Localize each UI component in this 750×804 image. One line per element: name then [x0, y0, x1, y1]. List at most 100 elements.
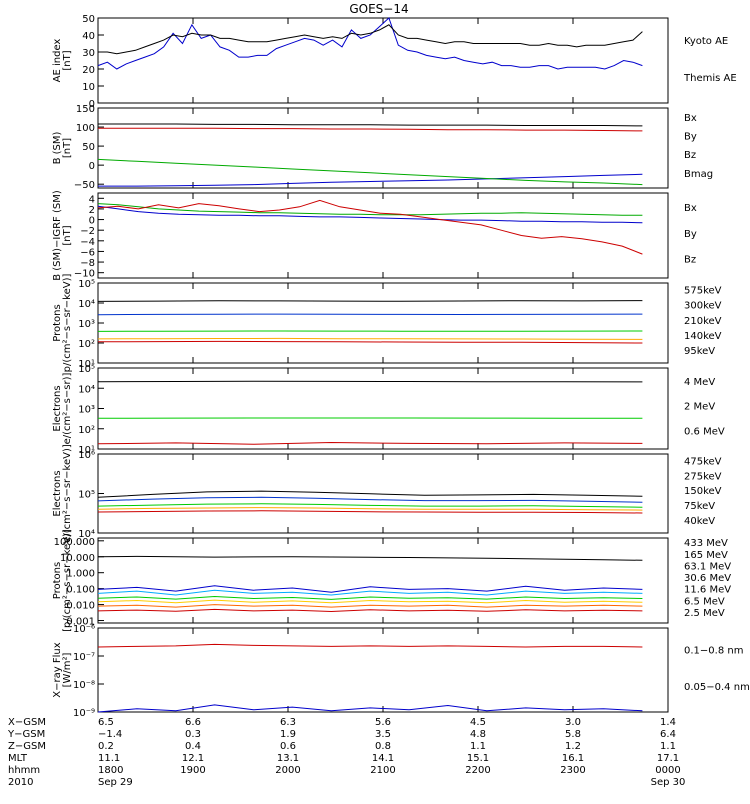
footer-row-label: Y−GSM	[7, 729, 45, 740]
y-tick-label: 10⁵	[78, 364, 95, 375]
panel-frame	[98, 18, 668, 103]
y-tick-label: 0	[89, 216, 95, 227]
footer-value: 2300	[560, 765, 585, 776]
y-tick-label: 30	[82, 48, 95, 59]
footer-value: 6.3	[280, 717, 296, 728]
legend-entry: 300keV	[684, 301, 722, 312]
footer-value: 12.1	[182, 753, 204, 764]
y-axis-label: [nT]	[62, 138, 73, 158]
series-line	[98, 491, 642, 497]
y-tick-label: 20	[82, 65, 95, 76]
legend-entry: By	[684, 132, 697, 143]
y-tick-label: 10	[82, 82, 95, 93]
footer-value: 1.1	[660, 741, 676, 752]
panel-8: 10⁻⁹10⁻⁸10⁻⁷10⁻⁶X−ray Flux[W/m²]0.1−0.8 …	[52, 624, 750, 719]
y-tick-label: 10³	[78, 405, 95, 416]
series-line	[98, 338, 642, 339]
footer-row-label: 2010	[8, 777, 33, 788]
footer-value: 5.6	[375, 717, 391, 728]
footer-value: 1900	[180, 765, 205, 776]
legend-entry: Bz	[684, 255, 696, 266]
footer-value: 5.8	[565, 729, 581, 740]
legend-entry: Bz	[684, 150, 696, 161]
legend-entry: 6.5 MeV	[684, 596, 725, 607]
series-line	[98, 124, 642, 126]
y-tick-label: 50	[82, 14, 95, 25]
y-tick-label: 10⁵	[78, 490, 95, 501]
legend-entry: Bx	[684, 113, 697, 124]
legend-entry: 30.6 MeV	[684, 573, 731, 584]
legend-entry: 0.6 MeV	[684, 426, 725, 437]
series-line	[98, 644, 642, 647]
series-line	[98, 159, 642, 184]
y-tick-label: 10⁻⁸	[73, 680, 95, 691]
legend-entry: 0.05−0.4 nm	[684, 682, 750, 693]
footer-value: 1.1	[470, 741, 486, 752]
y-tick-label: 10³	[78, 319, 95, 330]
footer-value: 0.3	[185, 729, 201, 740]
y-axis-label: p/(cm²−s−sr−keV)]	[62, 274, 73, 373]
footer-row-label: X−GSM	[8, 717, 46, 728]
legend-entry: 95keV	[684, 346, 715, 357]
footer-row-label: Z−GSM	[8, 741, 46, 752]
y-tick-label: 100	[76, 123, 95, 134]
footer-value: 6.4	[660, 729, 676, 740]
footer-value: 4.8	[470, 729, 486, 740]
series-line	[98, 204, 642, 216]
legend-entry: 433 MeV	[684, 538, 728, 549]
footer-value: 15.1	[467, 753, 489, 764]
panel-frame	[98, 454, 668, 533]
footer-value: 2000	[275, 765, 300, 776]
y-axis-label: [nT]	[62, 50, 73, 70]
panel-frame	[98, 193, 668, 278]
series-line	[98, 609, 642, 611]
series-line	[98, 504, 642, 507]
panel-frame	[98, 283, 668, 363]
legend-entry: 11.6 MeV	[684, 585, 731, 596]
footer-value: 16.1	[562, 753, 584, 764]
series-line	[98, 314, 642, 315]
y-tick-label: 0	[89, 161, 95, 172]
y-axis-label: [nT]	[62, 225, 73, 245]
y-tick-label: 10⁴	[78, 299, 95, 310]
footer-value: 6.5	[98, 717, 114, 728]
y-tick-label: −8	[80, 258, 95, 269]
series-line	[98, 128, 642, 131]
footer-value: 11.1	[98, 753, 120, 764]
legend-entry: 2.5 MeV	[684, 608, 725, 619]
series-line	[98, 600, 642, 603]
legend-entry: 0.1−0.8 nm	[684, 646, 743, 657]
y-tick-label: 10⁶	[78, 450, 95, 461]
y-tick-label: 4	[89, 194, 95, 205]
y-tick-label: −4	[80, 237, 95, 248]
series-line	[98, 597, 642, 600]
legend-entry: Bmag	[684, 169, 713, 180]
series-line	[98, 511, 642, 513]
footer-value: 2100	[370, 765, 395, 776]
series-line	[98, 497, 642, 502]
series-line	[98, 605, 642, 608]
legend-entry: 275keV	[684, 471, 722, 482]
legend-entry: 210keV	[684, 316, 722, 327]
series-line	[98, 174, 642, 186]
footer-value: 1800	[98, 765, 123, 776]
y-tick-label: 10⁻⁷	[73, 652, 95, 663]
y-axis-label: [p/(cm²−s−sr−keV)]	[62, 529, 73, 632]
footer-value: 14.1	[372, 753, 394, 764]
y-axis-label: [W/m²]	[62, 652, 73, 687]
footer-value: Sep 29	[98, 777, 133, 788]
panel-frame	[98, 628, 668, 712]
legend-entry: 63.1 MeV	[684, 561, 731, 572]
y-tick-label: −2	[80, 226, 95, 237]
footer-value: 3.5	[375, 729, 391, 740]
legend-entry: 150keV	[684, 486, 722, 497]
